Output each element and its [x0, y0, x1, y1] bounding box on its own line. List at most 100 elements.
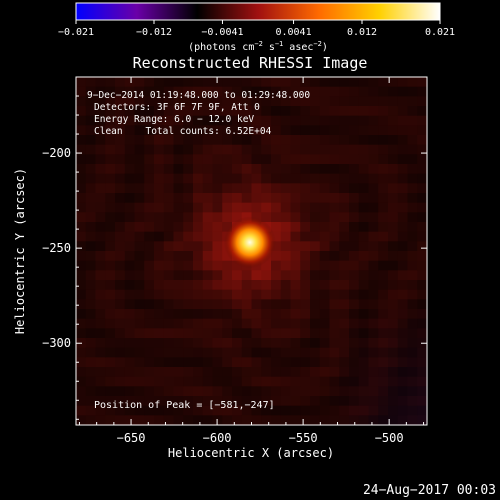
heatmap-cell: [212, 77, 223, 88]
heatmap-cell: [280, 376, 292, 387]
colorbar: [75, 2, 441, 21]
heatmap-cell: [154, 106, 165, 117]
heatmap-cell: [271, 96, 282, 107]
heatmap-cell: [290, 96, 301, 107]
heatmap-cell: [300, 135, 311, 146]
heatmap-cell: [193, 173, 204, 184]
heatmap-cell: [407, 270, 418, 281]
heatmap-cell: [388, 96, 399, 107]
heatmap-cell: [193, 231, 204, 242]
heatmap-cell: [173, 328, 184, 339]
heatmap-cell: [319, 260, 331, 271]
heatmap-cell: [115, 193, 126, 204]
heatmap-cell: [319, 251, 331, 262]
heatmap-cell: [339, 280, 350, 291]
heatmap-cell: [271, 144, 282, 155]
heatmap-cell: [173, 396, 184, 407]
heatmap-cell: [290, 154, 301, 165]
heatmap-cell: [407, 386, 418, 397]
heatmap-cell: [85, 386, 97, 397]
heatmap-cell: [85, 347, 97, 358]
heatmap-cell: [202, 260, 214, 271]
heatmap-cell: [124, 202, 136, 213]
heatmap-cell: [280, 415, 292, 425]
heatmap-cell: [300, 280, 311, 291]
heatmap-cell: [173, 405, 184, 416]
heatmap-cell: [154, 347, 165, 358]
heatmap-cell: [417, 251, 427, 262]
heatmap-cell: [124, 280, 136, 291]
heatmap-cell: [349, 386, 360, 397]
heatmap-cell: [310, 183, 321, 194]
heatmap-cell: [358, 367, 370, 378]
heatmap-cell: [300, 415, 311, 425]
heatmap-cell: [280, 347, 292, 358]
heatmap-cell: [115, 367, 126, 378]
heatmap-cell: [368, 299, 379, 310]
heatmap-cell: [378, 299, 389, 310]
heatmap-cell: [154, 135, 165, 146]
heatmap-cell: [290, 222, 301, 233]
heatmap-cell: [251, 144, 262, 155]
x-axis-ticks: −650 −600 −550 −500: [78, 77, 425, 445]
heatmap-cell: [173, 289, 184, 300]
heatmap-cell: [300, 164, 311, 175]
heatmap-cell: [319, 212, 331, 223]
heatmap-cell: [339, 386, 350, 397]
heatmap-cell: [202, 135, 214, 146]
heatmap-cell: [319, 193, 331, 204]
heatmap-cell: [105, 115, 116, 126]
heatmap-cell: [76, 260, 87, 271]
heatmap-cell: [319, 299, 331, 310]
heatmap-cell: [85, 183, 97, 194]
heatmap-cell: [124, 77, 136, 88]
heatmap-cell: [290, 415, 301, 425]
heatmap-cell: [76, 270, 87, 281]
heatmap-cell: [163, 154, 175, 165]
heatmap-cell: [319, 125, 331, 136]
heatmap-cell: [368, 241, 379, 252]
heatmap-cell: [144, 309, 155, 320]
heatmap-cell: [124, 270, 136, 281]
heatmap-cell: [95, 202, 106, 213]
heatmap-cell: [85, 86, 97, 97]
heatmap-cell: [85, 328, 97, 339]
heatmap-cell: [222, 405, 233, 416]
heatmap-cell: [115, 338, 126, 349]
heatmap-cell: [300, 231, 311, 242]
heatmap-cell: [202, 289, 214, 300]
heatmap-cell: [144, 299, 155, 310]
heatmap-cell: [173, 212, 184, 223]
heatmap-cell: [310, 96, 321, 107]
heatmap-cell: [417, 386, 427, 397]
heatmap-cell: [105, 144, 116, 155]
heatmap-cell: [105, 154, 116, 165]
heatmap-cell: [300, 299, 311, 310]
heatmap-cell: [271, 125, 282, 136]
heatmap-cell: [339, 309, 350, 320]
heatmap-cell: [232, 405, 243, 416]
heatmap-cell: [232, 289, 243, 300]
heatmap-cell: [76, 125, 87, 136]
heatmap-cell: [241, 193, 253, 204]
heatmap-cell: [105, 125, 116, 136]
heatmap-cell: [271, 106, 282, 117]
heatmap-cell: [300, 328, 311, 339]
heatmap-cell: [173, 367, 184, 378]
heatmap-cell: [368, 86, 379, 97]
heatmap-cell: [349, 328, 360, 339]
heatmap-cell: [407, 328, 418, 339]
heatmap-cell: [183, 164, 194, 175]
heatmap-cell: [95, 106, 106, 117]
heatmap-cell: [310, 280, 321, 291]
heatmap-cell: [280, 280, 292, 291]
heatmap-cell: [183, 144, 194, 155]
heatmap-cell: [212, 222, 223, 233]
heatmap-cell: [241, 77, 253, 88]
heatmap-cell: [378, 193, 389, 204]
heatmap-cell: [124, 357, 136, 368]
heatmap-cell: [222, 376, 233, 387]
heatmap-cell: [319, 183, 331, 194]
heatmap-cell: [115, 347, 126, 358]
heatmap-cell: [280, 96, 292, 107]
